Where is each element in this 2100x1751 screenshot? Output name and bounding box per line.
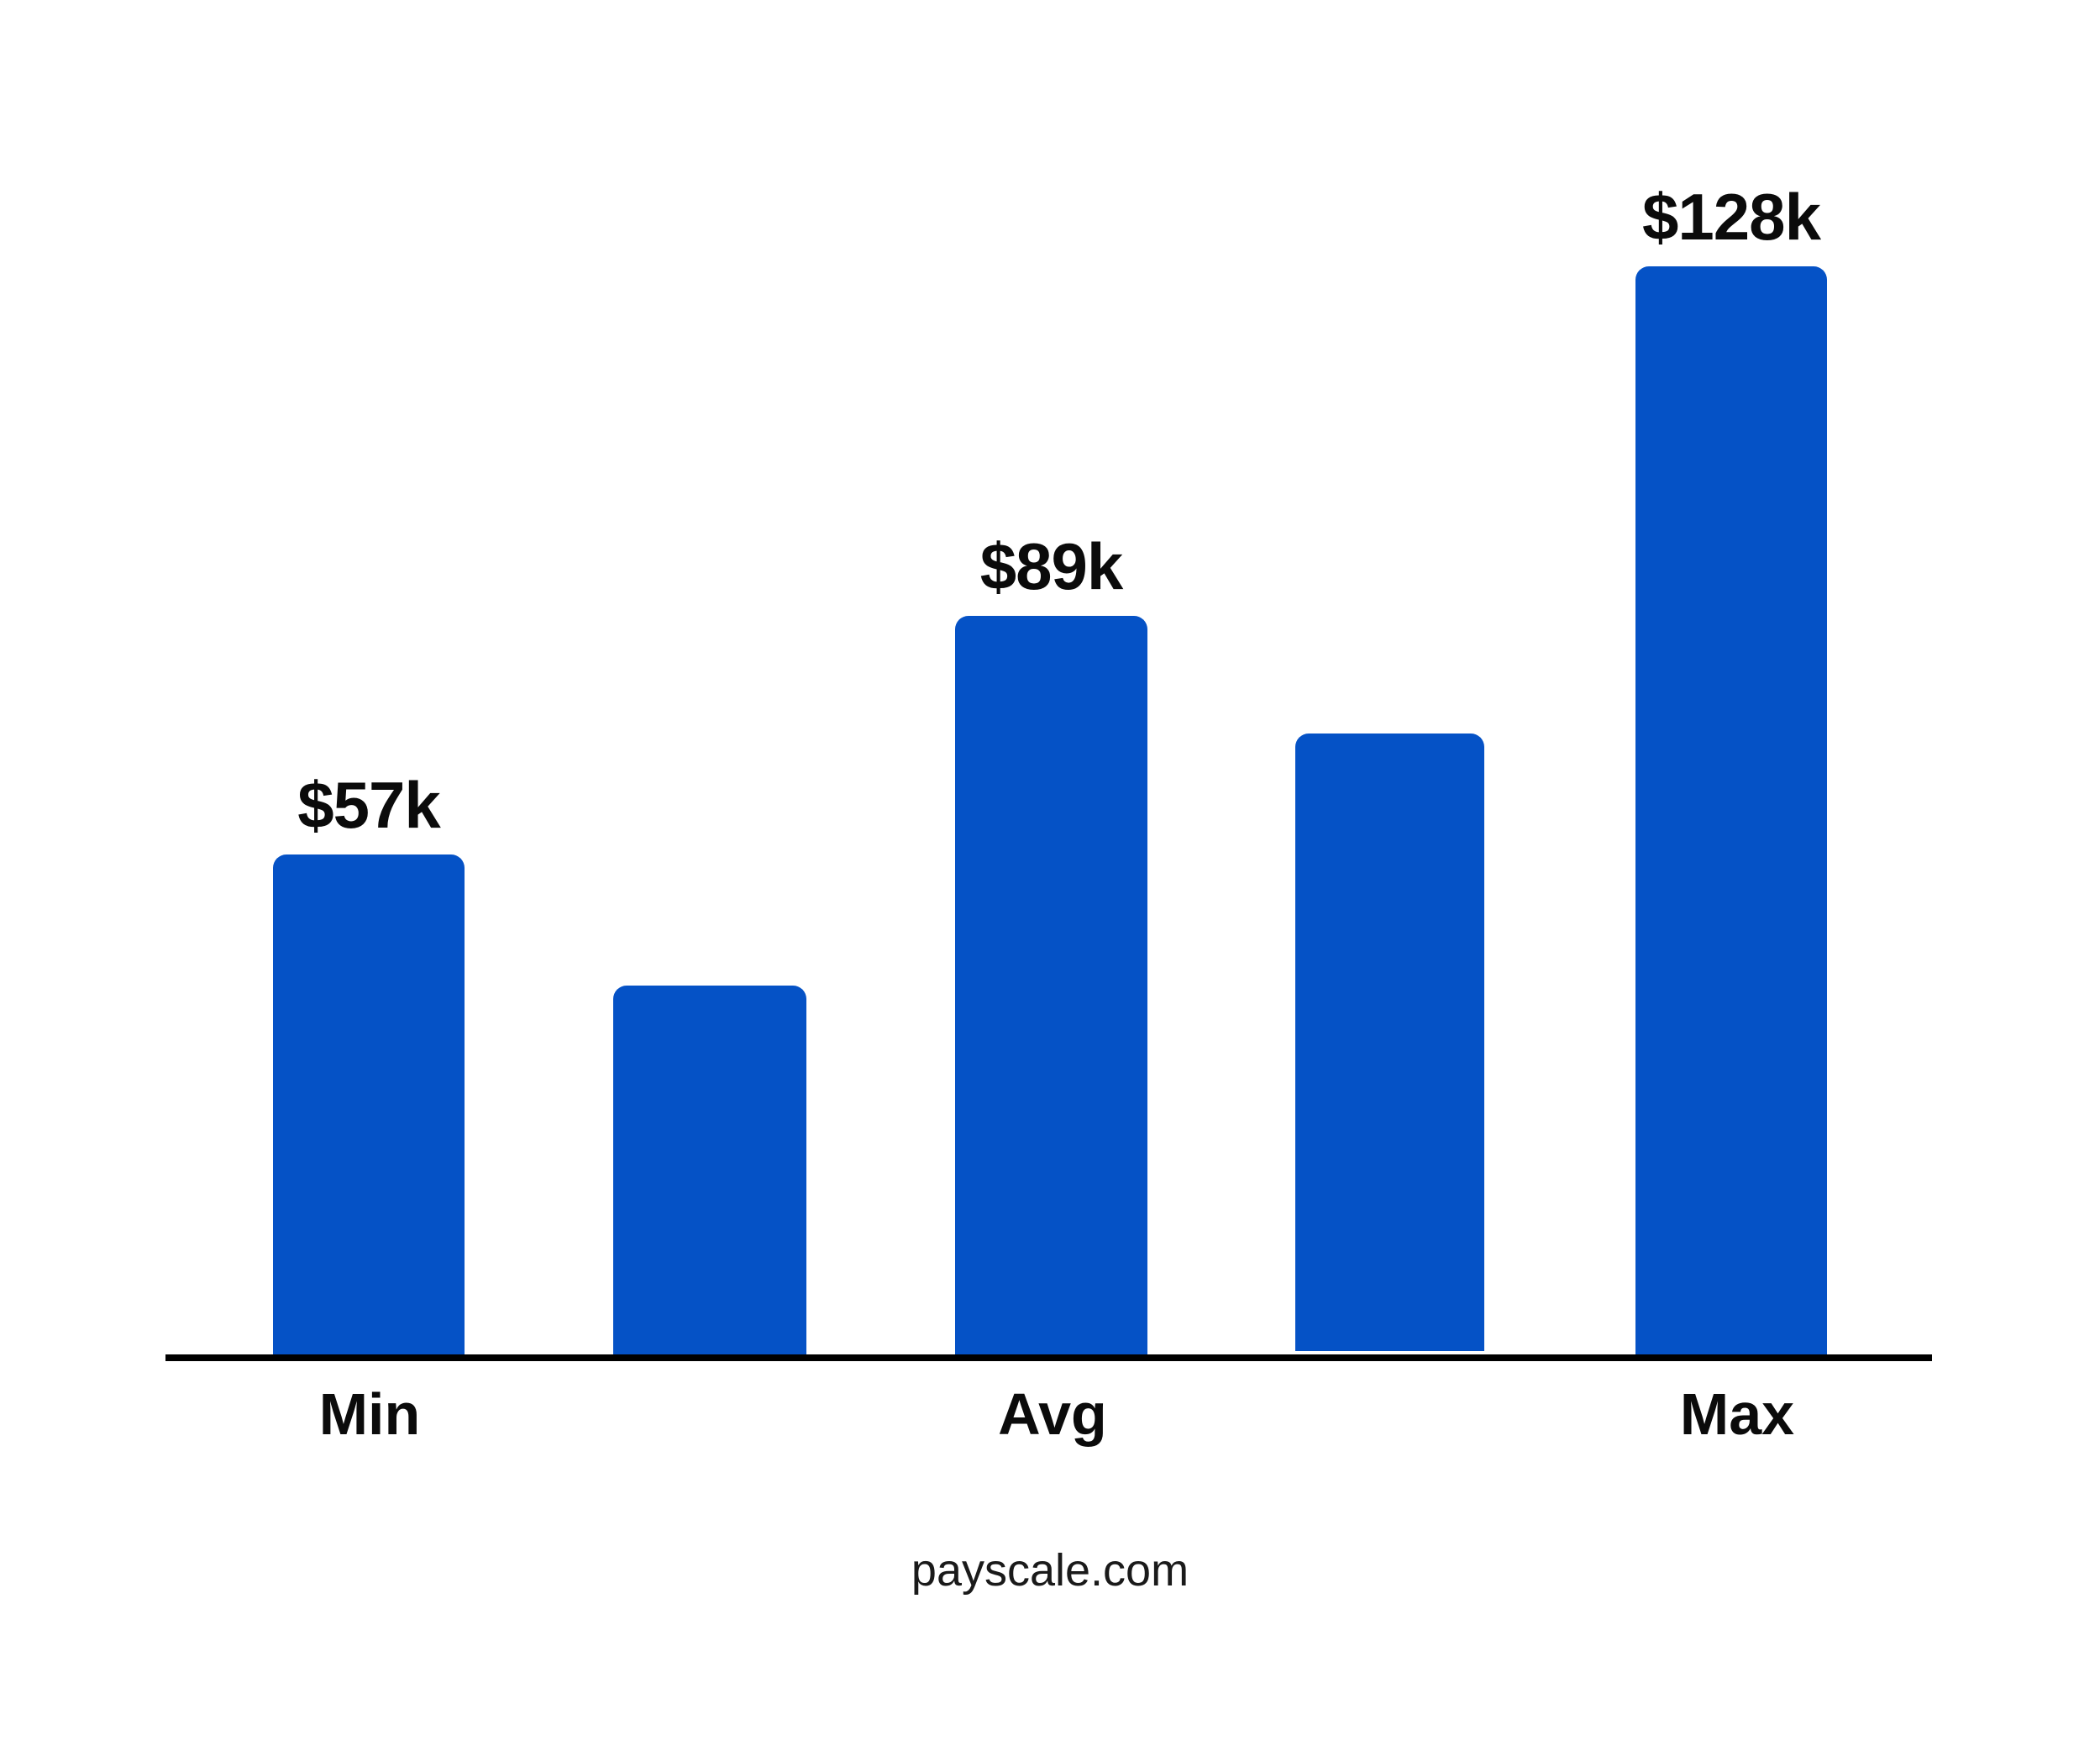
bar-2 <box>613 986 806 1354</box>
x-tick-label-avg: Avg <box>998 1381 1107 1447</box>
bar-avg <box>955 616 1147 1354</box>
x-tick-label-min: Min <box>318 1381 421 1447</box>
bar-4 <box>1295 734 1484 1351</box>
bar-min <box>273 854 465 1354</box>
x-axis-line <box>165 1354 1932 1361</box>
bar-value-label-min: $57k <box>297 768 441 842</box>
source-attribution: payscale.com <box>911 1545 1189 1596</box>
x-tick-label-max: Max <box>1679 1381 1795 1447</box>
bar-value-label-max: $128k <box>1642 180 1821 254</box>
bar-max <box>1635 266 1827 1354</box>
bar-value-label-avg: $89k <box>979 529 1124 603</box>
